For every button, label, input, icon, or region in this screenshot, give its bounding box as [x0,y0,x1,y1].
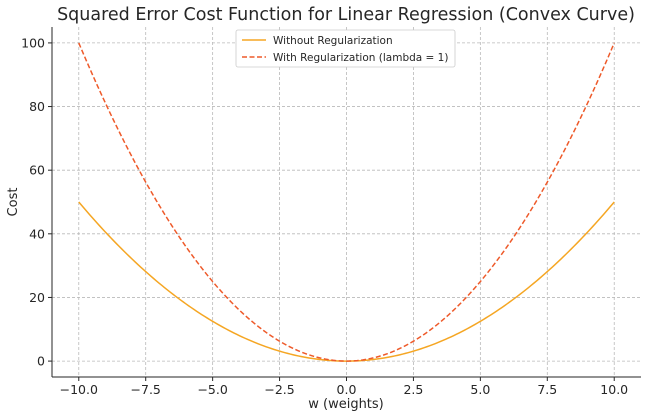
x-tick-label: −5.0 [197,382,227,397]
y-tick-label: 80 [29,99,45,114]
legend-label-without-regularization: Without Regularization [273,35,393,47]
y-ticks: 0 20 40 60 80 100 [21,35,52,369]
x-tick-label: 5.0 [470,382,490,397]
legend-box [235,29,456,68]
x-tick-label: 2.5 [403,382,423,397]
y-tick-label: 100 [21,35,45,50]
chart-title: Squared Error Cost Function for Linear R… [57,5,635,25]
legend-label-with-regularization: With Regularization (lambda = 1) [273,52,448,64]
grid [52,27,641,377]
x-ticks: −10.0 −7.5 −5.0 −2.5 0.0 2.5 5.0 7.5 10.0 [60,377,628,397]
x-axis-label: w (weights) [308,397,384,412]
legend: Without Regularization With Regularizati… [235,29,456,68]
series-line-with-regularization [78,42,615,362]
x-tick-label: 10.0 [600,382,628,397]
x-tick-label: −2.5 [264,382,294,397]
y-axis-label: Cost [6,188,21,217]
y-tick-label: 40 [29,226,45,241]
y-tick-label: 20 [29,290,45,305]
y-tick-label: 60 [29,163,45,178]
x-tick-label: −7.5 [131,382,161,397]
x-tick-label: −10.0 [60,382,98,397]
y-tick-label: 0 [37,354,45,369]
x-tick-label: 0.0 [337,382,357,397]
x-tick-label: 7.5 [537,382,557,397]
series-layer [78,42,615,362]
